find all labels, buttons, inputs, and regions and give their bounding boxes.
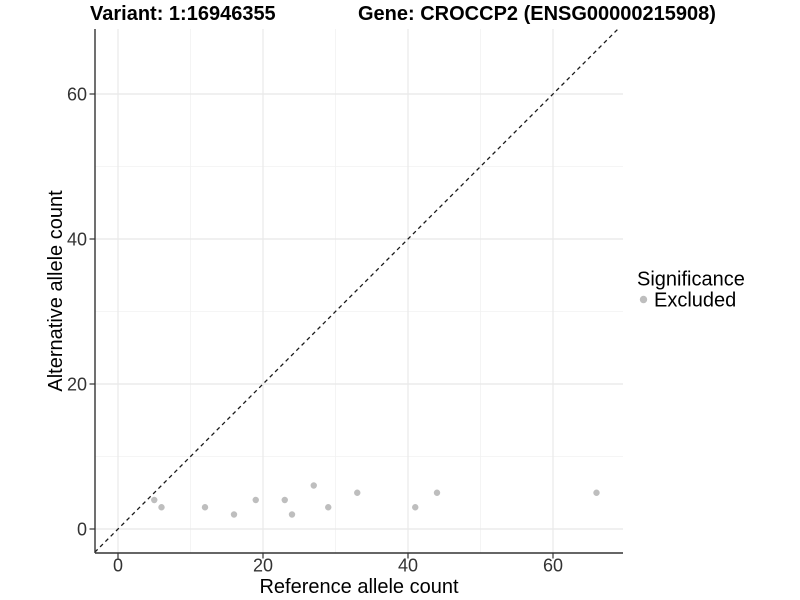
plot-title-gene: Gene: CROCCP2 (ENSG00000215908) (358, 3, 716, 25)
legend-title: Significance (637, 269, 745, 291)
x-tick-label: 60 (543, 556, 563, 576)
data-point (354, 489, 361, 496)
data-point (281, 496, 288, 504)
legend-key-point-icon (639, 295, 648, 304)
data-point (310, 482, 317, 489)
legend-label-excluded: Excluded (654, 290, 736, 312)
axis-layer: 0 20 40 60 0 20 40 60 (67, 29, 623, 576)
data-point (158, 504, 165, 511)
data-point (151, 496, 158, 504)
data-point (325, 504, 332, 511)
data-point (230, 511, 238, 518)
y-tick-label: 0 (77, 520, 87, 540)
x-tick-label: 20 (253, 556, 273, 576)
x-tick-label: 40 (398, 556, 418, 576)
data-points-layer (151, 482, 600, 518)
plot-title-variant: Variant: 1:16946355 (90, 3, 276, 25)
y-tick-label: 60 (67, 85, 87, 105)
data-point (288, 511, 296, 518)
data-point (252, 496, 259, 504)
x-axis-title: Reference allele count (259, 576, 458, 598)
data-point (412, 504, 419, 511)
y-axis-title: Alternative allele count (45, 190, 67, 392)
y-tick-label: 40 (67, 230, 87, 250)
data-point (433, 489, 441, 496)
identity-line (94, 28, 619, 553)
x-tick-label: 0 (113, 556, 123, 576)
data-point (201, 504, 209, 511)
legend: Significance Excluded (637, 269, 745, 312)
reference-line-layer (94, 28, 619, 553)
data-point (593, 489, 600, 496)
grid-layer (95, 29, 623, 553)
y-tick-label: 20 (67, 375, 87, 395)
